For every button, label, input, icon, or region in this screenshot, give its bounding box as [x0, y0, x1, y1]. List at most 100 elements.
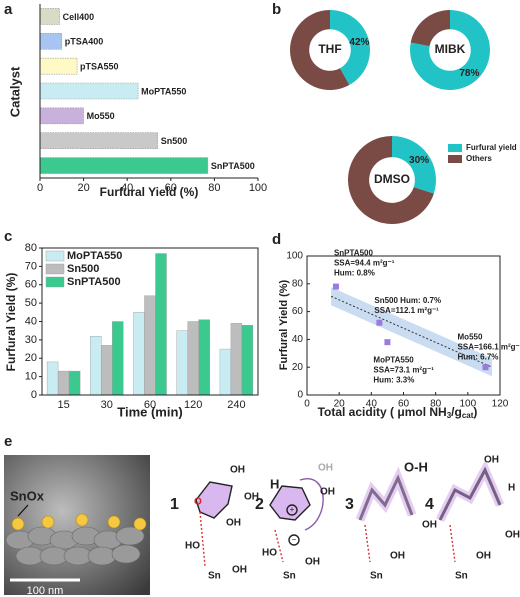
- step-number: 3: [345, 496, 354, 513]
- y-tick-label: 40: [25, 315, 37, 327]
- x-axis-label-part: Total acidity ( μmol NH: [318, 405, 447, 419]
- bar: [112, 321, 124, 396]
- x-tick-label: 120: [492, 399, 509, 410]
- panel-label: e: [4, 433, 12, 450]
- y-tick-label: 20: [292, 362, 304, 373]
- x-tick-label: 80: [208, 182, 220, 194]
- panel-label: a: [4, 1, 13, 18]
- plot-frame: [41, 247, 259, 396]
- bar: [39, 132, 159, 150]
- atom-label: OH: [422, 520, 437, 531]
- atom-label: OH: [505, 530, 520, 541]
- legend-label: Furfural yield: [466, 143, 517, 152]
- point: [376, 319, 383, 326]
- micrograph-label: SnOx: [10, 488, 45, 503]
- annotation: SSA=94.4 m²g⁻¹: [334, 259, 395, 268]
- bar: [176, 330, 188, 396]
- annotation: SSA=73.1 m²g⁻¹: [373, 365, 434, 374]
- x-tick-label: 60: [144, 399, 156, 411]
- atom-label: Sn: [455, 571, 468, 582]
- y-tick-label: 80: [292, 278, 304, 289]
- x-tick-label: 100: [249, 182, 267, 194]
- y-tick-label: 20: [25, 352, 37, 364]
- atom-label: OH: [305, 557, 320, 568]
- atom-label: OH: [318, 463, 333, 474]
- legend-swatch: [45, 263, 65, 275]
- x-tick-label: 0: [304, 399, 310, 410]
- step-number: 2: [255, 496, 264, 513]
- annotation: Sn500 Hum: 0.7%: [374, 296, 441, 305]
- bar: [187, 321, 199, 396]
- atom-label: H: [270, 476, 279, 491]
- legend-swatch: [448, 155, 462, 163]
- atom-label: O-H: [404, 459, 428, 474]
- atom-label: OH: [232, 565, 247, 576]
- step-number: 1: [170, 496, 179, 513]
- bar: [219, 348, 232, 396]
- bar: [39, 32, 63, 50]
- bar-label: SnPTA500: [211, 161, 255, 171]
- atom-label: H: [508, 483, 515, 494]
- legend-label: Others: [466, 154, 492, 163]
- x-axis-label: Time (min): [117, 404, 183, 419]
- x-axis-label-part: 3: [447, 411, 452, 420]
- donut-segment: [330, 10, 370, 86]
- panel-label: b: [272, 1, 281, 18]
- sn-particles: [11, 513, 147, 531]
- legend-label: MoPTA550: [67, 250, 122, 262]
- y-tick-label: 0: [31, 389, 37, 401]
- x-axis-label-part: ): [473, 405, 477, 419]
- donut-segment: [409, 10, 490, 91]
- value-label: 78%: [459, 68, 479, 79]
- atom-label: O: [194, 497, 202, 508]
- annotation: Hum: 6.7%: [458, 352, 499, 361]
- bar: [39, 157, 209, 174]
- annotation: SSA=166.1 m²g⁻¹: [458, 342, 520, 351]
- x-tick-label: 60: [398, 399, 410, 410]
- donut-label: DMSO: [374, 172, 410, 186]
- y-tick-label: 0: [297, 390, 303, 401]
- atom-label: OH: [226, 518, 241, 529]
- trend-band: [331, 287, 492, 377]
- y-tick-label: 80: [25, 242, 37, 254]
- y-tick-label: 70: [25, 260, 37, 272]
- atom-label: OH: [244, 492, 259, 503]
- y-axis-label: Catalyst: [7, 66, 22, 117]
- bar: [57, 370, 70, 396]
- bar: [68, 370, 81, 396]
- donut-label: THF: [318, 42, 341, 56]
- bar: [39, 107, 84, 125]
- bar: [133, 312, 145, 396]
- atom-label: HO: [262, 548, 277, 559]
- bar: [230, 323, 243, 396]
- y-tick-label: 30: [25, 334, 37, 346]
- scale-label: 100 nm: [27, 585, 64, 597]
- donut-label: MIBK: [435, 42, 466, 56]
- annotation: MoPTA550: [373, 355, 414, 364]
- bar: [241, 324, 254, 396]
- x-tick-label: 240: [227, 399, 245, 411]
- x-tick-label: 100: [459, 399, 476, 410]
- x-tick-label: 80: [430, 399, 442, 410]
- bar-label: pTSA550: [80, 62, 119, 72]
- panel-label: c: [4, 228, 12, 245]
- bar: [144, 295, 156, 396]
- atom-label: HO: [185, 541, 200, 552]
- annotation: SnPTA500: [334, 249, 374, 258]
- atom-label: OH: [390, 551, 405, 562]
- bar: [101, 345, 113, 396]
- y-axis-label: Furfural Yield (%): [4, 273, 18, 372]
- bar-label: Sn500: [161, 136, 188, 146]
- point: [332, 283, 339, 290]
- point: [482, 364, 489, 371]
- atom-label: OH: [484, 455, 499, 466]
- x-axis-label-part: /g: [451, 405, 462, 419]
- x-tick-label: 30: [101, 399, 113, 411]
- y-tick-label: 40: [292, 334, 304, 345]
- annotation: Mo550: [458, 332, 483, 341]
- y-axis-label: Furfural Yield (%): [278, 279, 290, 370]
- bar-label: Mo550: [87, 111, 115, 121]
- y-tick-label: 60: [292, 306, 304, 317]
- value-label: 30%: [409, 155, 429, 166]
